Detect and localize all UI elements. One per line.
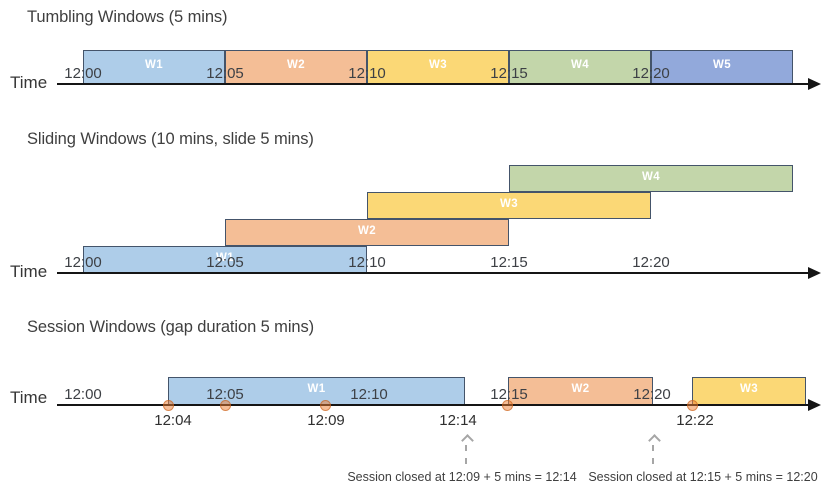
window-box-w1: W1 <box>83 246 367 273</box>
window-box-w3: W3 <box>692 377 806 405</box>
time-tick-label: 12:15 <box>490 386 528 403</box>
time-tick-label: 12:20 <box>633 386 671 403</box>
window-box-w2: W2 <box>225 50 367 84</box>
event-time-label: 12:14 <box>439 412 477 429</box>
window-box-w2: W2 <box>508 377 653 405</box>
window-label: W1 <box>307 383 326 395</box>
window-label: W1 <box>215 251 235 264</box>
time-tick-label: 12:15 <box>490 254 528 271</box>
time-tick-label: 12:05 <box>206 386 244 403</box>
window-label: W3 <box>428 59 448 71</box>
window-box-w3: W3 <box>367 50 509 84</box>
time-tick-label: 12:10 <box>350 386 388 403</box>
time-tick-label: 12:10 <box>348 254 386 271</box>
time-axis-arrowhead <box>808 267 821 279</box>
session-close-arrow <box>652 445 654 464</box>
event-time-label: 12:09 <box>307 412 345 429</box>
time-tick-label: 12:20 <box>632 254 670 271</box>
section-title: Session Windows (gap duration 5 mins) <box>27 318 315 336</box>
event-time-label: 12:22 <box>676 412 714 429</box>
window-label: W4 <box>641 170 661 183</box>
window-label: W3 <box>739 383 759 395</box>
time-tick-label: 12:15 <box>490 65 528 82</box>
time-axis-label: Time <box>10 388 48 407</box>
time-axis-line <box>57 83 808 85</box>
time-tick-label: 12:00 <box>64 254 102 271</box>
session-close-annotation: Session closed at 12:09 + 5 mins = 12:14 <box>347 470 577 484</box>
window-box-w4: W4 <box>509 50 651 84</box>
window-box-w2: W2 <box>225 219 509 246</box>
window-label: W2 <box>571 383 590 395</box>
event-dot <box>219 399 231 411</box>
event-dot <box>501 399 513 411</box>
event-dot <box>319 399 331 411</box>
window-label: W2 <box>357 224 377 237</box>
time-tick-label: 12:05 <box>206 254 244 271</box>
time-axis-line <box>57 272 808 274</box>
window-box-w5: W5 <box>651 50 793 84</box>
event-time-label: 12:04 <box>154 412 192 429</box>
window-label: W2 <box>286 59 306 71</box>
time-axis-arrowhead <box>808 399 821 411</box>
time-axis-label: Time <box>10 73 48 92</box>
time-axis-label: Time <box>10 262 48 281</box>
session-close-annotation: Session closed at 12:15 + 5 mins = 12:20 <box>588 470 818 484</box>
time-tick-label: 12:00 <box>64 65 102 82</box>
window-label: W4 <box>570 59 590 71</box>
window-box-w1: W1 <box>83 50 225 84</box>
window-label: W1 <box>144 59 164 71</box>
time-tick-label: 12:20 <box>632 65 670 82</box>
section-title: Sliding Windows (10 mins, slide 5 mins) <box>27 130 314 148</box>
window-label: W5 <box>712 59 732 71</box>
time-axis-arrowhead <box>808 78 821 90</box>
time-tick-label: 12:00 <box>64 386 102 403</box>
session-close-arrow <box>465 445 467 464</box>
time-axis-line <box>57 404 808 406</box>
time-tick-label: 12:05 <box>206 65 244 82</box>
event-dot <box>162 399 174 411</box>
window-label: W3 <box>499 197 519 210</box>
window-box-w4: W4 <box>509 165 793 192</box>
section-title: Tumbling Windows (5 mins) <box>27 8 228 26</box>
time-tick-label: 12:10 <box>348 65 386 82</box>
window-box-w3: W3 <box>367 192 651 219</box>
event-dot <box>686 399 698 411</box>
